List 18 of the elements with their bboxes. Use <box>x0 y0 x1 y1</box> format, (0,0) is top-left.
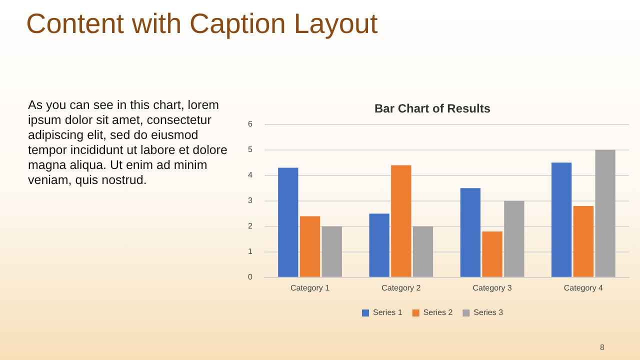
y-tick-label: 1 <box>248 247 253 256</box>
y-tick-label: 0 <box>248 272 253 282</box>
y-tick-label: 2 <box>248 222 253 231</box>
y-tick-label: 3 <box>248 196 253 206</box>
y-tick-label: 6 <box>248 120 253 129</box>
legend-label: Series 1 <box>372 308 403 318</box>
legend-label: Series 2 <box>423 308 454 318</box>
x-tick-label: Category 1 <box>290 283 330 292</box>
chart-title: Bar Chart of Results <box>374 102 491 116</box>
y-tick-label: 4 <box>248 170 253 180</box>
x-tick-label: Category 4 <box>564 283 604 292</box>
x-tick-label: Category 2 <box>382 283 422 292</box>
y-tick-label: 5 <box>248 145 253 154</box>
x-tick-label: Category 3 <box>472 283 512 292</box>
legend-label: Series 3 <box>474 308 504 318</box>
text: As you can see in this chart, lorem ipsum dolor sit amet, consectetur adipiscing elit, sed do eiusmod tempor incididunt ut labore et dolore magna aliqua. Ut enim ad minim veniam, quis nostrud. <box>28 98 228 188</box>
text: 8 <box>600 343 604 352</box>
text: Content with Caption Layout <box>26 8 378 40</box>
